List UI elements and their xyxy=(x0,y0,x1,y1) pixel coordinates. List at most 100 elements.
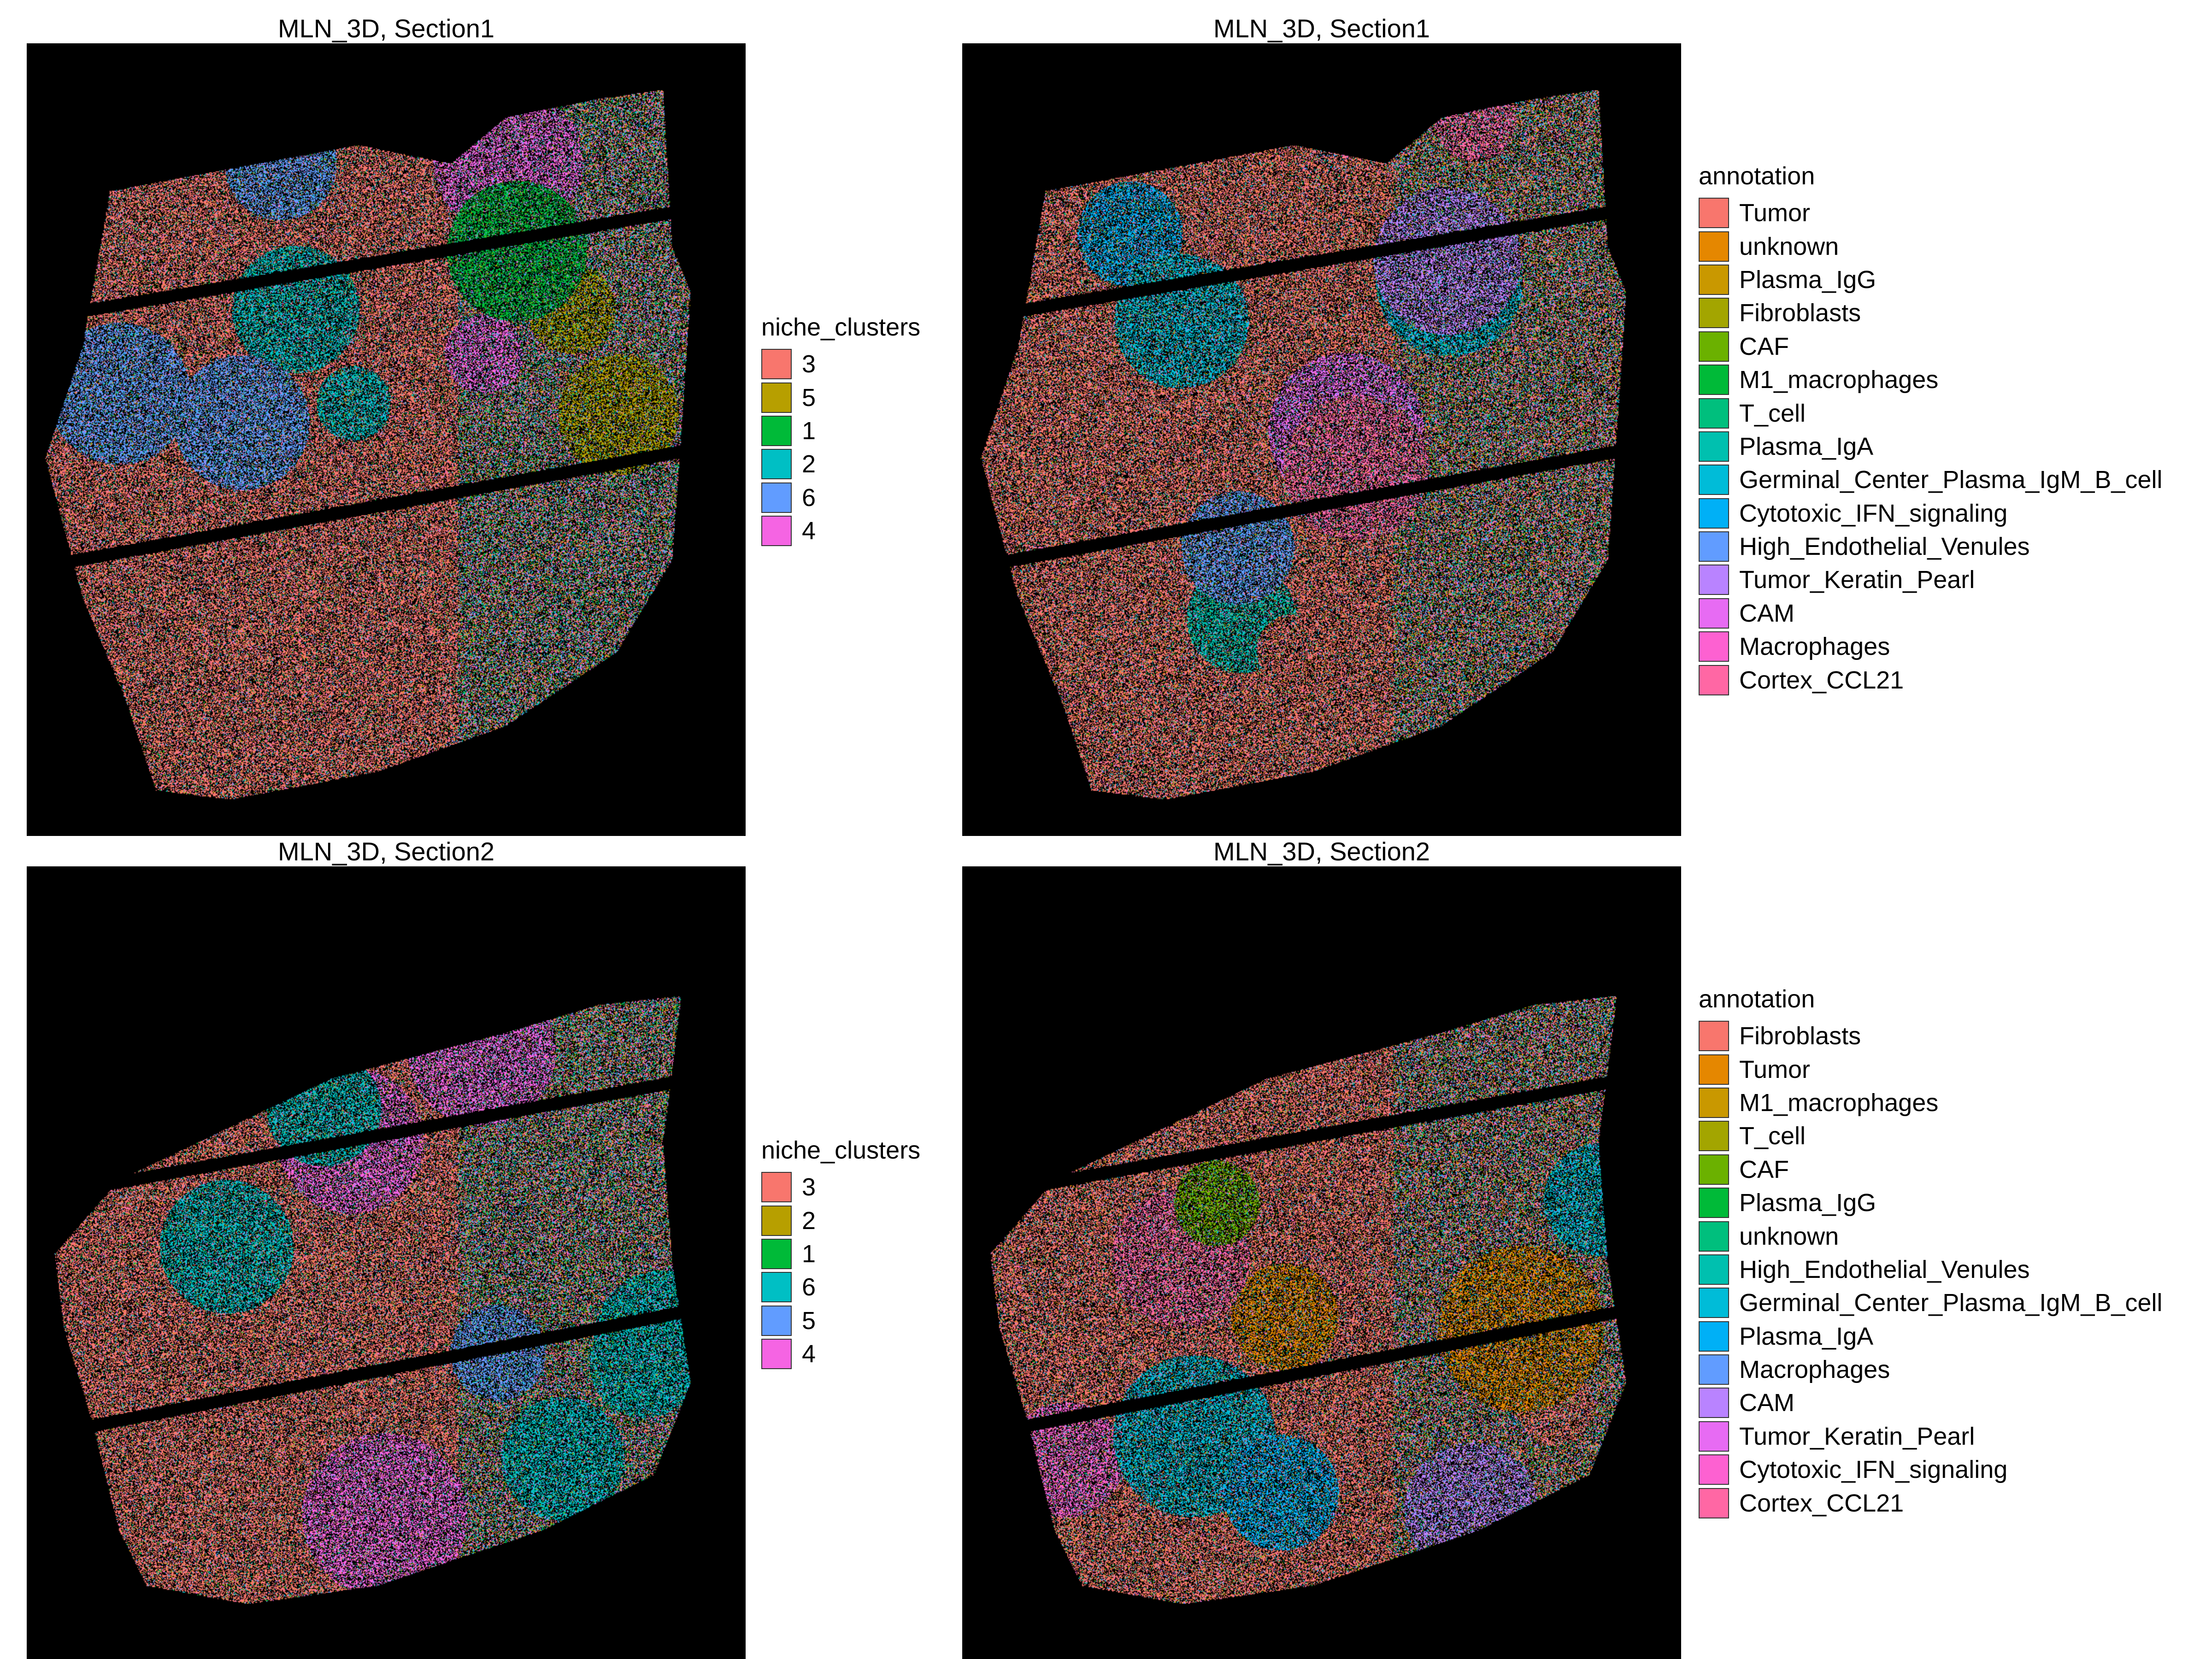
legend-item: 3 xyxy=(761,1171,920,1204)
legend-label: 6 xyxy=(802,483,816,512)
legend-color-key xyxy=(1699,1321,1729,1352)
legend-item: CAM xyxy=(1699,1386,2162,1419)
legend-item: 1 xyxy=(761,1237,920,1271)
legend-items: Tumor unknown Plasma_IgG Fibroblasts CAF M1_m… xyxy=(1699,196,2162,697)
legend-color-key xyxy=(1699,264,1729,295)
legend-item: CAF xyxy=(1699,330,2162,363)
spatial-cell-scatter xyxy=(27,43,746,836)
legend-item: High_Endothelial_Venules xyxy=(1699,1253,2162,1286)
legend-item: Fibroblasts xyxy=(1699,1019,2162,1053)
legend-color-key xyxy=(1699,1121,1729,1152)
legend-label: Macrophages xyxy=(1739,633,1890,661)
legend-color-key xyxy=(1699,1454,1729,1485)
legend-color-key xyxy=(1699,498,1729,529)
legend-label: 2 xyxy=(802,1206,816,1235)
legend-color-key xyxy=(1699,1154,1729,1185)
legend-items: Fibroblasts Tumor M1_macrophages T_cell CAF P… xyxy=(1699,1019,2162,1520)
legend-item: Fibroblasts xyxy=(1699,296,2162,329)
legend-label: Tumor_Keratin_Pearl xyxy=(1739,1422,1975,1450)
legend-color-key xyxy=(1699,331,1729,362)
legend-label: unknown xyxy=(1739,232,1839,260)
legend-label: M1_macrophages xyxy=(1739,1088,1939,1117)
legend-color-key xyxy=(1699,1288,1729,1318)
legend-item: Cortex_CCL21 xyxy=(1699,1486,2162,1519)
legend-item: unknown xyxy=(1699,229,2162,263)
legend: niche_clusters 3 2 1 6 5 4 xyxy=(761,1135,920,1371)
legend-item: Cytotoxic_IFN_signaling xyxy=(1699,1453,2162,1486)
legend-item: Germinal_Center_Plasma_IgM_B_cell xyxy=(1699,1286,2162,1319)
legend-title: niche_clusters xyxy=(761,1136,921,1164)
legend-color-key xyxy=(761,1238,792,1269)
legend-color-key xyxy=(761,516,792,547)
legend-label: Plasma_IgA xyxy=(1739,1322,1874,1350)
legend-label: CAF xyxy=(1739,1155,1789,1183)
legend-label: unknown xyxy=(1739,1222,1839,1250)
legend-label: Plasma_IgG xyxy=(1739,265,1877,294)
legend-item: Plasma_IgA xyxy=(1699,430,2162,463)
legend-label: Fibroblasts xyxy=(1739,299,1861,327)
legend-label: M1_macrophages xyxy=(1739,366,1939,394)
legend-label: 1 xyxy=(802,417,816,445)
legend-label: Cytotoxic_IFN_signaling xyxy=(1739,1456,2008,1484)
legend-item: 5 xyxy=(761,381,920,414)
legend-color-key xyxy=(1699,598,1729,629)
legend-item: T_cell xyxy=(1699,396,2162,429)
legend-item: 3 xyxy=(761,347,920,381)
legend-item: 5 xyxy=(761,1304,920,1337)
legend-color-key xyxy=(761,382,792,413)
legend-label: High_Endothelial_Venules xyxy=(1739,1255,2030,1283)
legend-title: annotation xyxy=(1699,985,1815,1013)
legend-color-key xyxy=(1699,565,1729,595)
spatial-cell-scatter xyxy=(27,866,746,1659)
legend-color-key xyxy=(761,1172,792,1203)
legend-label: CAM xyxy=(1739,1389,1794,1417)
legend-item: 4 xyxy=(761,514,920,547)
legend-label: CAF xyxy=(1739,332,1789,360)
legend-color-key xyxy=(761,449,792,480)
spatial-cell-scatter xyxy=(962,866,1681,1659)
legend-label: 4 xyxy=(802,1340,816,1368)
legend-item: 1 xyxy=(761,414,920,447)
panel-title: MLN_3D, Section1 xyxy=(1213,14,1430,43)
legend-label: Germinal_Center_Plasma_IgM_B_cell xyxy=(1739,466,2163,494)
legend-label: T_cell xyxy=(1739,1122,1806,1150)
legend-color-key xyxy=(761,1272,792,1303)
legend-item: Tumor xyxy=(1699,196,2162,229)
legend-color-key xyxy=(1699,1388,1729,1418)
legend-color-key xyxy=(761,1339,792,1370)
legend-label: Fibroblasts xyxy=(1739,1022,1861,1050)
legend-color-key xyxy=(1699,1188,1729,1218)
spatial-map-image xyxy=(27,866,746,1659)
legend-color-key xyxy=(1699,1021,1729,1052)
legend-label: Cortex_CCL21 xyxy=(1739,1489,1904,1517)
legend-item: 4 xyxy=(761,1337,920,1371)
legend-item: Plasma_IgG xyxy=(1699,263,2162,296)
legend-color-key xyxy=(761,1305,792,1336)
legend-label: Cytotoxic_IFN_signaling xyxy=(1739,499,2008,527)
legend-color-key xyxy=(1699,1087,1729,1118)
legend-color-key xyxy=(1699,431,1729,462)
legend-item: Germinal_Center_Plasma_IgM_B_cell xyxy=(1699,463,2162,496)
legend-label: 3 xyxy=(802,1173,816,1201)
legend-color-key xyxy=(761,1205,792,1236)
legend-label: CAM xyxy=(1739,599,1794,627)
legend-item: unknown xyxy=(1699,1219,2162,1253)
legend-color-key xyxy=(1699,1421,1729,1452)
legend-label: 2 xyxy=(802,450,816,478)
legend-item: 6 xyxy=(761,1271,920,1304)
legend-color-key xyxy=(761,415,792,446)
legend-label: 4 xyxy=(802,517,816,545)
legend-label: Plasma_IgA xyxy=(1739,432,1874,460)
legend-color-key xyxy=(1699,1354,1729,1385)
legend-label: 6 xyxy=(802,1273,816,1301)
legend-color-key xyxy=(1699,631,1729,662)
legend-item: CAM xyxy=(1699,597,2162,630)
legend-color-key xyxy=(761,482,792,513)
legend-item: Plasma_IgG xyxy=(1699,1186,2162,1219)
spatial-map-image xyxy=(962,866,1681,1659)
spatial-map-image xyxy=(962,43,1681,836)
legend-label: Plasma_IgG xyxy=(1739,1189,1877,1217)
legend-item: 6 xyxy=(761,481,920,514)
legend-label: 5 xyxy=(802,383,816,412)
legend-color-key xyxy=(1699,1221,1729,1252)
